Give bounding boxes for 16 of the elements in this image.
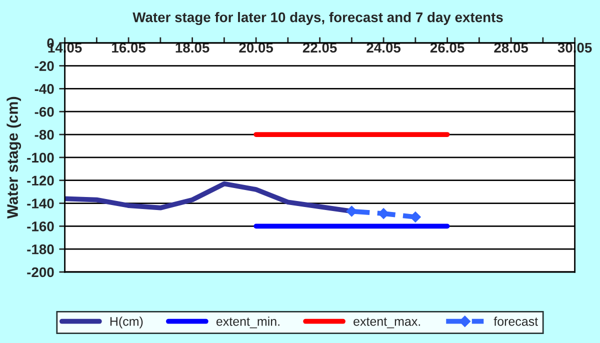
y-tick-label: -80 bbox=[34, 130, 54, 140]
legend-label: H(cm) bbox=[110, 316, 143, 328]
y-tick-label: -120 bbox=[27, 176, 54, 186]
y-tick-label: -100 bbox=[27, 152, 54, 163]
legend-label: forecast bbox=[494, 316, 538, 326]
legend-label: extent_min. bbox=[216, 316, 280, 328]
y-tick-label: -140 bbox=[27, 198, 54, 208]
y-axis-title: Water stage (cm) bbox=[6, 96, 22, 219]
y-tick-label: -60 bbox=[34, 106, 54, 117]
y-tick-label: -20 bbox=[34, 61, 54, 71]
y-tick-label: -180 bbox=[27, 244, 54, 254]
y-tick-label: -200 bbox=[27, 267, 54, 278]
chart-title: Water stage for later 10 days, forecast and 7 day extents bbox=[132, 12, 503, 26]
y-tick-label: -40 bbox=[34, 84, 54, 94]
y-tick-label: -160 bbox=[27, 222, 54, 232]
legend-label: extent_max. bbox=[354, 318, 420, 328]
